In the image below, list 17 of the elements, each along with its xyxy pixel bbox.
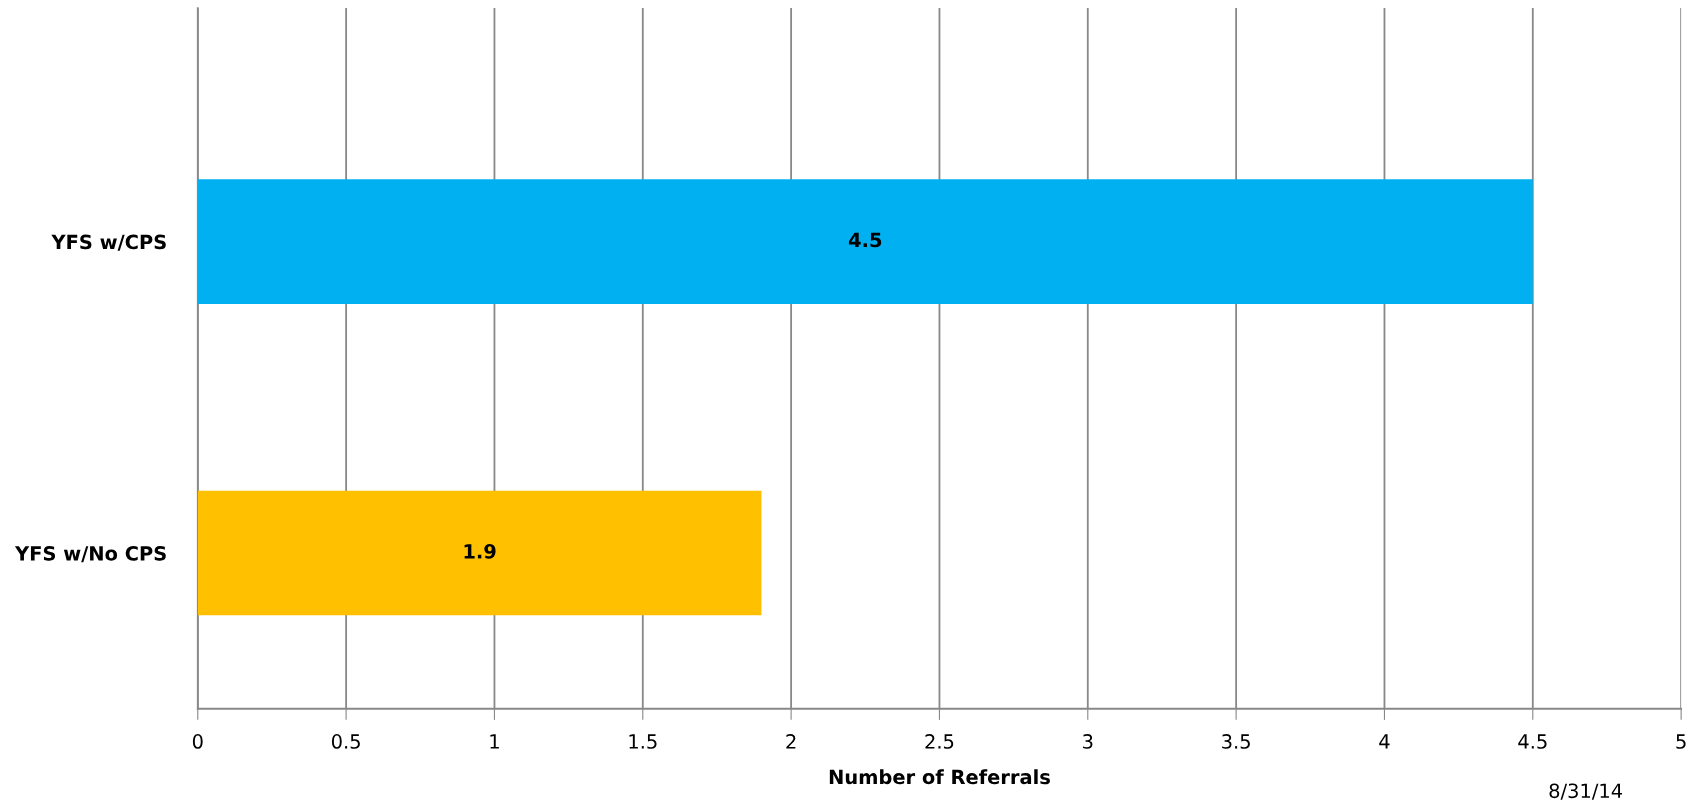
x-tick-label: 5: [1676, 734, 1686, 749]
text: 8/31/14: [1549, 783, 1623, 800]
data-label: 4.5: [848, 232, 882, 248]
y-tick-label: YFS w/CPS: [51, 234, 166, 251]
y-tick-label: YFS w/No CPS: [14, 546, 166, 563]
data-label: 1.9: [464, 544, 496, 559]
x-tick-label: 4: [1379, 734, 1390, 749]
x-tick-label: 2.5: [925, 734, 954, 749]
x-tick-label: 2: [786, 734, 796, 749]
x-tick-label: 1.5: [629, 734, 657, 749]
x-tick-label: 3: [1083, 734, 1093, 749]
x-tick-label: 4.5: [1518, 734, 1547, 749]
x-axis-title: Number of Referrals: [829, 769, 1050, 785]
x-tick-label: 0.5: [331, 734, 360, 749]
x-tick-label: 3.5: [1222, 734, 1250, 749]
x-tick-label: 1: [490, 734, 499, 749]
x-tick-label: 0: [192, 734, 203, 749]
